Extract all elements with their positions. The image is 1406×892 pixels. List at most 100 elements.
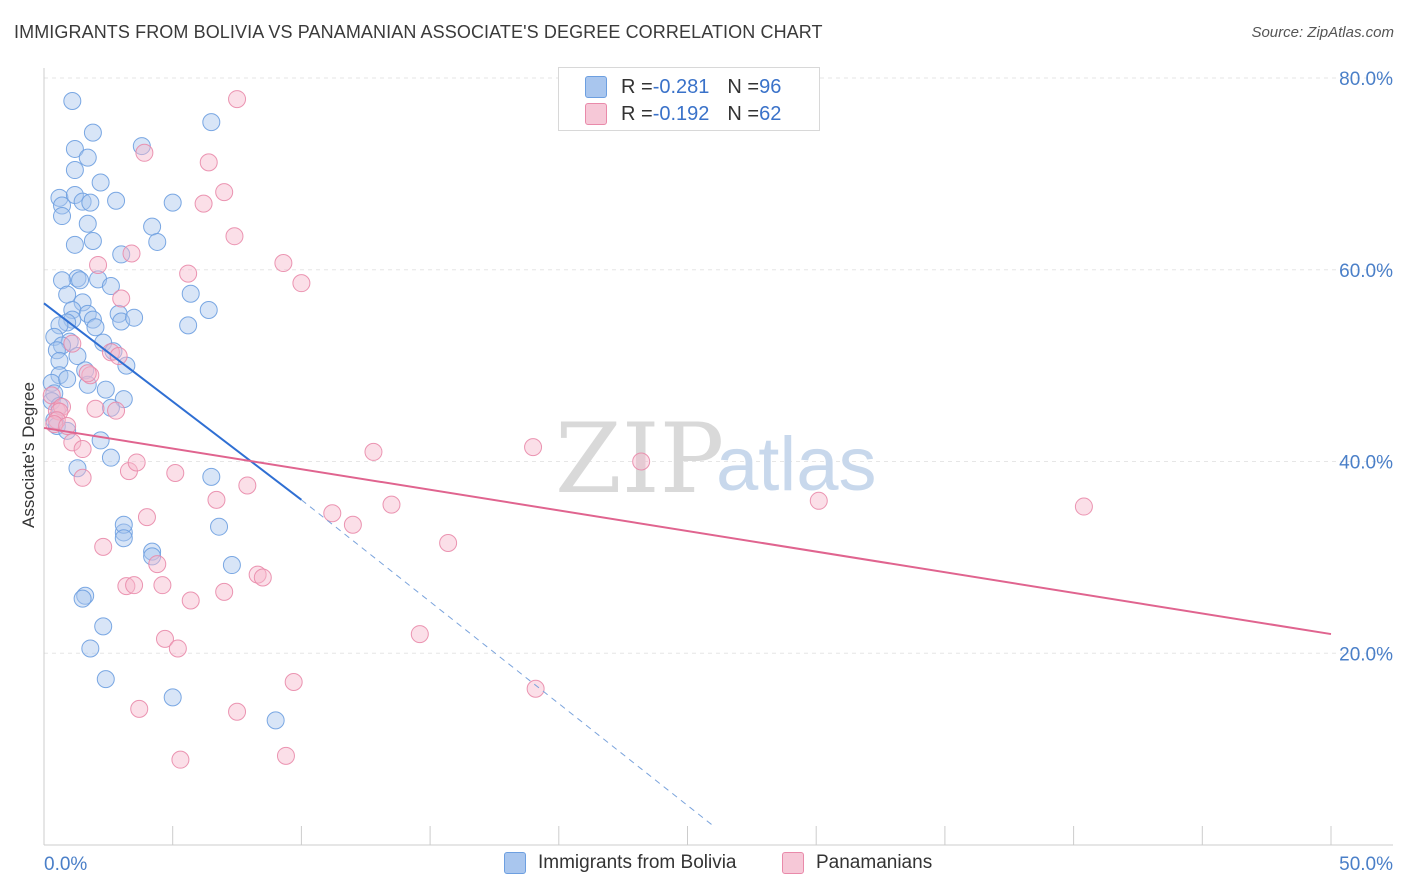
data-point xyxy=(81,639,100,658)
data-point xyxy=(323,504,342,523)
data-point xyxy=(101,277,120,296)
data-point xyxy=(292,274,311,293)
data-point xyxy=(207,490,226,509)
data-point xyxy=(78,304,97,323)
data-point xyxy=(65,235,84,254)
data-point xyxy=(96,380,115,399)
data-point xyxy=(101,448,120,467)
data-point xyxy=(53,271,72,290)
bottom-legend-label-panamanian: Panamanians xyxy=(816,852,933,873)
data-point xyxy=(114,515,133,534)
data-point xyxy=(122,244,141,263)
legend-n-label: N = xyxy=(727,102,760,125)
data-point xyxy=(222,556,241,575)
data-point xyxy=(78,148,97,167)
data-point xyxy=(101,398,120,417)
data-point xyxy=(632,452,651,471)
data-point xyxy=(71,271,90,290)
data-point xyxy=(91,173,110,192)
data-point xyxy=(253,568,272,587)
data-points xyxy=(42,90,1093,769)
data-point xyxy=(42,373,61,392)
data-point xyxy=(127,453,146,472)
x-tick-label-max: 50.0% xyxy=(1339,854,1393,875)
data-point xyxy=(163,688,182,707)
legend-n-label: N = xyxy=(727,75,760,98)
data-point xyxy=(91,431,110,450)
data-point xyxy=(94,617,113,636)
data-point xyxy=(112,245,131,264)
data-point xyxy=(76,361,95,380)
data-point xyxy=(65,139,84,158)
data-point xyxy=(130,699,149,718)
data-point xyxy=(266,711,285,730)
data-point xyxy=(163,193,182,212)
data-point xyxy=(148,555,167,574)
legend-row-panamanian: R = -0.192 N = 62 xyxy=(585,100,781,128)
data-point xyxy=(276,746,295,765)
data-point xyxy=(274,254,293,273)
legend-row-bolivia: R = -0.281 N = 96 xyxy=(585,73,781,101)
data-point xyxy=(94,537,113,556)
trend-line-panamanian xyxy=(43,426,1332,636)
data-point xyxy=(53,207,72,226)
data-point xyxy=(73,468,92,487)
legend-r-label: R = xyxy=(621,102,653,125)
data-point xyxy=(228,702,247,721)
data-point xyxy=(73,192,92,211)
legend-n-value: 96 xyxy=(759,75,782,98)
data-point xyxy=(410,625,429,644)
data-point xyxy=(238,476,257,495)
data-point xyxy=(107,191,126,210)
trend-line-bolivia xyxy=(43,302,303,501)
data-point xyxy=(50,351,69,370)
trend-extension-bolivia xyxy=(301,499,714,827)
data-point xyxy=(135,143,154,162)
data-point xyxy=(166,464,185,483)
y-tick-label: 60.0% xyxy=(1339,261,1393,282)
bottom-legend-panamanian: Panamanians xyxy=(782,852,932,874)
bottom-legend-swatch-panamanian xyxy=(782,852,804,874)
data-point xyxy=(78,364,97,383)
legend-r-value: -0.281 xyxy=(652,75,710,98)
tick-labels: 20.0% 40.0% 60.0% 80.0% 0.0% 50.0% xyxy=(44,69,1393,875)
legend: R = -0.281 N = 96 R = -0.192 N = 62 xyxy=(558,67,820,131)
axes xyxy=(43,68,1393,846)
data-point xyxy=(83,123,102,142)
data-point xyxy=(65,185,84,204)
data-point xyxy=(63,433,82,452)
data-point xyxy=(199,153,218,172)
data-point xyxy=(137,508,156,527)
data-point xyxy=(86,318,105,337)
data-point xyxy=(73,589,92,608)
data-point xyxy=(364,442,383,461)
data-point xyxy=(81,193,100,212)
y-tick-label: 20.0% xyxy=(1339,644,1393,665)
watermark-atlas: atlas xyxy=(716,422,877,507)
data-point xyxy=(53,196,72,215)
watermark: ZIP atlas xyxy=(555,403,877,515)
y-tick-label: 80.0% xyxy=(1339,69,1393,90)
data-point xyxy=(68,459,87,478)
data-point xyxy=(112,289,131,308)
data-point xyxy=(143,217,162,236)
data-point xyxy=(125,576,144,595)
data-point xyxy=(202,113,221,132)
data-point xyxy=(63,334,82,353)
data-point xyxy=(68,269,87,288)
data-point xyxy=(202,467,221,486)
data-point xyxy=(382,495,401,514)
data-point xyxy=(47,341,66,360)
bottom-legend-bolivia: Immigrants from Bolivia xyxy=(504,852,737,874)
y-tick-label: 40.0% xyxy=(1339,453,1393,474)
data-point xyxy=(114,529,133,548)
data-point xyxy=(83,231,102,250)
data-point xyxy=(58,370,77,389)
legend-r-value: -0.192 xyxy=(652,102,710,125)
bottom-legend-label-bolivia: Immigrants from Bolivia xyxy=(538,852,737,873)
data-point xyxy=(439,533,458,552)
trend-lines xyxy=(43,302,1332,827)
data-point xyxy=(194,194,213,213)
data-point xyxy=(78,214,97,233)
